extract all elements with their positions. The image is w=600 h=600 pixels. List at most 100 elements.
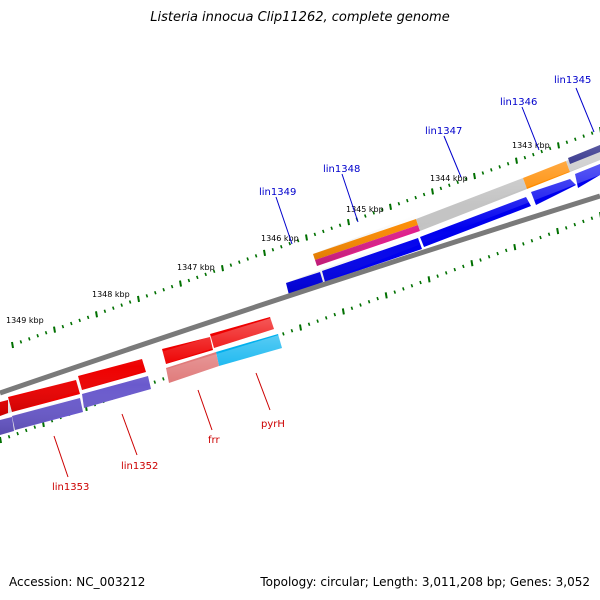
reverse-scale-tick	[359, 303, 362, 307]
reverse-scale-tick	[470, 260, 474, 267]
label-lin1352[interactable]: lin1352	[121, 461, 158, 472]
reverse-labels: pyrH frr lin1352 lin1353	[52, 419, 285, 493]
forward-scale-tick	[448, 183, 451, 188]
scale-label-1348: 1348 kbp	[92, 290, 130, 299]
reverse-scale-tick	[402, 287, 405, 291]
reverse-scale-tick	[0, 436, 2, 444]
forward-scale-tick	[263, 249, 266, 257]
accession-text: Accession: NC_003212	[9, 575, 146, 589]
forward-scale-tick	[473, 172, 476, 180]
map-title: Listeria innocua Clip11262, complete gen…	[150, 10, 450, 25]
forward-scale-tick	[196, 275, 199, 280]
reverse-scale-tick	[453, 267, 457, 272]
forward-scale-tick	[372, 211, 375, 215]
reverse-scale-tick	[410, 283, 414, 288]
forward-scale-tick	[95, 311, 98, 318]
forward-scale-tick	[414, 195, 417, 200]
forward-scale-tick	[481, 171, 485, 175]
label-leaders	[53, 87, 595, 478]
scale-label-1349: 1349 kbp	[6, 316, 44, 325]
forward-scale-tick	[238, 260, 241, 264]
reverse-scale-tick	[427, 276, 431, 283]
forward-scale-tick	[574, 137, 577, 141]
reverse-scale-tick	[16, 431, 19, 436]
label-lin1348[interactable]: lin1348	[323, 164, 360, 175]
reverse-scale-tick	[393, 290, 397, 294]
label-pyrH[interactable]: pyrH	[261, 419, 285, 430]
scale-label-1343: 1343 kbp	[512, 141, 550, 150]
forward-scale-tick	[221, 265, 224, 272]
forward-scale-tick	[254, 254, 258, 258]
forward-scale-tick	[506, 162, 510, 166]
reverse-genes	[0, 317, 274, 416]
forward-scale-tick	[288, 241, 291, 246]
reverse-scale-tick	[539, 235, 542, 240]
forward-scale-tick	[53, 326, 56, 333]
forward-scale-tick	[389, 203, 392, 210]
reverse-scale-tick	[24, 428, 28, 433]
forward-scale-tick	[154, 291, 157, 295]
scale-label-1344: 1344 kbp	[430, 174, 468, 183]
reverse-scale-tick	[367, 300, 371, 304]
reverse-scale-tick	[444, 271, 448, 275]
forward-scale-tick	[170, 284, 174, 289]
forward-scale-tick	[456, 180, 459, 184]
forward-scale-tick	[565, 140, 569, 145]
forward-scale-tick	[162, 287, 165, 292]
reverse-scale-tick	[462, 264, 465, 269]
genome-stats-text: Topology: circular; Length: 3,011,208 bp…	[260, 575, 590, 589]
label-lin1349[interactable]: lin1349	[259, 187, 296, 198]
forward-scale-tick	[464, 177, 468, 181]
forward-scale-tick	[557, 142, 560, 149]
label-lin1345[interactable]: lin1345	[554, 75, 591, 86]
reverse-scale-tick	[573, 222, 577, 227]
label-lin1353[interactable]: lin1353	[52, 482, 89, 493]
reverse-scale-tick	[504, 248, 508, 253]
forward-scale-tick	[61, 324, 65, 329]
forward-scale-tick	[28, 337, 31, 341]
forward-scale-tick	[187, 278, 191, 283]
forward-scale-tick	[246, 257, 249, 261]
reverse-scale-tick	[496, 251, 499, 256]
reverse-scale-tick	[333, 312, 337, 317]
reverse-scale-tick	[7, 435, 11, 439]
forward-scale-tick	[490, 168, 493, 172]
scale-label-1347: 1347 kbp	[177, 263, 215, 272]
forward-scale-tick	[128, 300, 132, 304]
forward-scale-tick	[523, 155, 527, 160]
forward-scale-tick	[439, 186, 443, 191]
reverse-scale-tick	[436, 274, 439, 278]
forward-scale-tick	[422, 192, 426, 197]
reverse-scale-tick	[290, 328, 294, 333]
forward-scale-tick	[120, 303, 123, 307]
forward-scale-tick	[305, 234, 308, 241]
forward-scale-tick	[322, 229, 325, 234]
reverse-scale-tick	[282, 332, 285, 336]
reverse-scale-tick	[479, 258, 482, 262]
reverse-scale-tick	[590, 216, 594, 220]
forward-scale-tick	[380, 208, 384, 212]
reverse-scale-tick	[350, 306, 354, 310]
forward-scale-tick	[406, 198, 409, 203]
reverse-scale-tick	[316, 319, 319, 323]
forward-genes	[286, 164, 600, 295]
tick-rows	[0, 127, 600, 444]
forward-scale-tick	[582, 134, 585, 138]
forward-scale-tick	[145, 294, 149, 298]
scale-label-1346: 1346 kbp	[261, 234, 299, 243]
forward-scale-tick	[179, 280, 182, 287]
reverse-scale-tick	[324, 316, 328, 320]
label-lin1347[interactable]: lin1347	[425, 126, 462, 137]
label-frr[interactable]: frr	[208, 435, 220, 446]
forward-scale-tick	[44, 330, 48, 335]
forward-scale-tick	[330, 226, 333, 231]
forward-scale-tick	[313, 232, 317, 237]
forward-scale-tick	[70, 321, 73, 326]
forward-scale-tick	[338, 223, 342, 227]
forward-scale-tick	[397, 201, 401, 206]
forward-feature-tracks	[313, 145, 600, 266]
forward-labels: lin1345 lin1346 lin1347 lin1348 lin1349	[259, 75, 591, 198]
label-lin1346[interactable]: lin1346	[500, 97, 537, 108]
